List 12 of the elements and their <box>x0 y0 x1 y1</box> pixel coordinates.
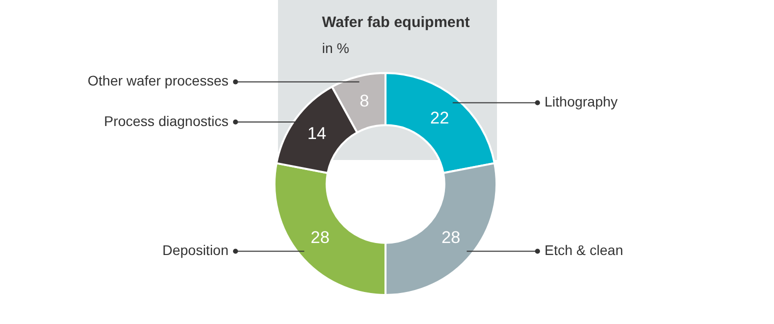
chart-subtitle: in % <box>322 40 350 56</box>
data-label: 8 <box>360 91 370 110</box>
slice-label: Etch & clean <box>544 242 624 258</box>
data-label: 22 <box>430 108 450 128</box>
legend-label: Process diagnostics <box>104 112 228 129</box>
data-label: 28 <box>441 228 460 247</box>
slice-label: Other wafer processes <box>88 72 228 89</box>
slice-label: Deposition <box>162 242 228 258</box>
data-label: 28 <box>310 228 330 247</box>
data-label: 14 <box>307 124 326 143</box>
slice-label: Lithography <box>544 94 618 110</box>
chart-title: Wafer fab equipment <box>322 14 470 31</box>
